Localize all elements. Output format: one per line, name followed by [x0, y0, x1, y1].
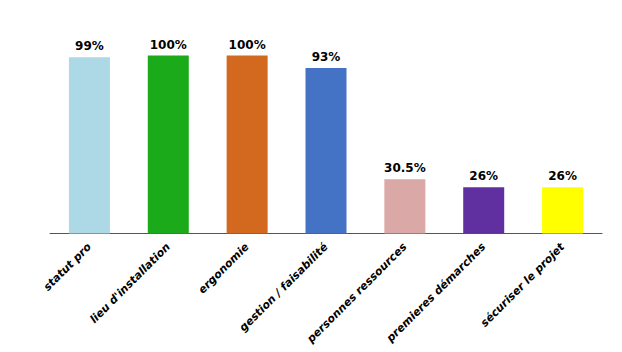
svg-text:sécuriser le projet: sécuriser le projet	[478, 240, 568, 330]
svg-text:100%: 100%	[229, 38, 266, 52]
svg-text:100%: 100%	[150, 38, 187, 52]
svg-text:statut pro: statut pro	[41, 240, 94, 293]
svg-text:lieu d'installation: lieu d'installation	[87, 240, 173, 326]
svg-text:93%: 93%	[312, 50, 341, 64]
svg-text:ergonomie: ergonomie	[196, 240, 252, 296]
svg-text:99%: 99%	[75, 39, 104, 53]
svg-text:premieres démarches: premieres démarches	[383, 240, 488, 345]
svg-text:26%: 26%	[548, 169, 577, 183]
svg-text:26%: 26%	[469, 169, 498, 183]
svg-text:personnes ressources: personnes ressources	[304, 240, 410, 346]
svg-text:gestion / faisabilité: gestion / faisabilité	[237, 240, 331, 334]
svg-text:30.5%: 30.5%	[384, 161, 426, 175]
